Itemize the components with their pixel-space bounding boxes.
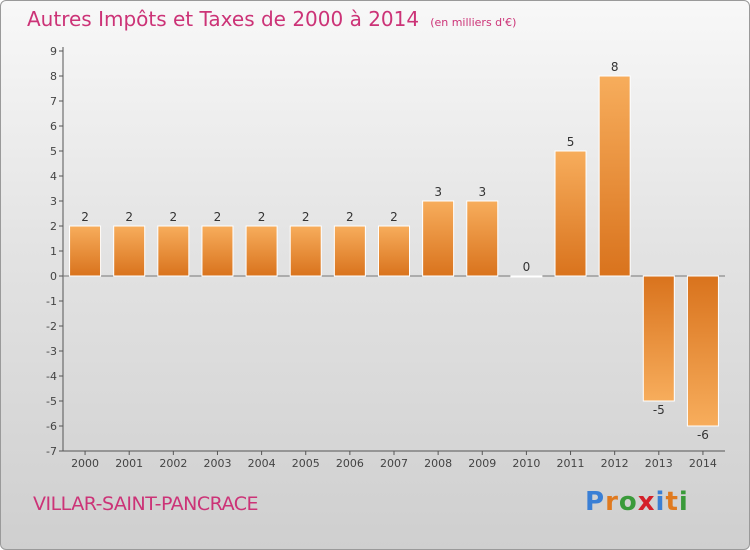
- bar-2004: [245, 225, 278, 277]
- y-tick-label: -3: [46, 345, 57, 358]
- x-tick-label: 2011: [557, 457, 585, 470]
- value-label-2011: 5: [567, 135, 575, 149]
- value-label-2008: 3: [434, 185, 442, 199]
- chart-title: Autres Impôts et Taxes de 2000 à 2014 (e…: [27, 7, 516, 31]
- bar-2001: [113, 225, 146, 277]
- value-label-2004: 2: [258, 210, 266, 224]
- commune-name: VILLAR-SAINT-PANCRACE: [33, 493, 259, 515]
- bar-2008: [422, 200, 455, 277]
- y-tick-label: -4: [46, 370, 57, 383]
- x-tick-label: 2006: [336, 457, 364, 470]
- value-label-2005: 2: [302, 210, 310, 224]
- bar-2003: [201, 225, 234, 277]
- y-tick-label: 8: [50, 70, 57, 83]
- bar-2002: [157, 225, 190, 277]
- logo-letter: i: [678, 487, 689, 517]
- bar-2013: [642, 275, 675, 402]
- x-tick-label: 2013: [645, 457, 673, 470]
- y-tick-label: -2: [46, 320, 57, 333]
- value-label-2009: 3: [478, 185, 486, 199]
- value-label-2002: 2: [170, 210, 178, 224]
- chart-labels: 2 2 2 2 2 2 2 2 3 3 0 5 8 -5 -6: [81, 60, 709, 442]
- value-label-2014: -6: [697, 428, 709, 442]
- value-label-2012: 8: [611, 60, 619, 74]
- x-tick-label: 2009: [468, 457, 496, 470]
- y-tick-label: 5: [50, 145, 57, 158]
- value-label-2001: 2: [125, 210, 133, 224]
- bar-2005: [289, 225, 322, 277]
- x-tick-label: 2007: [380, 457, 408, 470]
- logo-letter: x: [637, 487, 656, 517]
- logo-letter: r: [605, 487, 619, 517]
- y-tick-label: -6: [46, 420, 57, 433]
- y-tick-label: 4: [50, 170, 57, 183]
- x-tick-label: 2005: [292, 457, 320, 470]
- chart-bars: [69, 75, 719, 427]
- y-tick-label: 9: [50, 45, 57, 58]
- value-label-2000: 2: [81, 210, 89, 224]
- logo-letter: t: [665, 487, 679, 517]
- bar-2000: [69, 225, 102, 277]
- value-label-2003: 2: [214, 210, 222, 224]
- value-label-2007: 2: [390, 210, 398, 224]
- y-tick-label: -5: [46, 395, 57, 408]
- chart-title-text: Autres Impôts et Taxes de 2000 à 2014: [27, 7, 420, 31]
- chart-unit-note: (en milliers d'€): [430, 16, 517, 29]
- bar-2006: [333, 225, 366, 277]
- y-tick-label: 1: [50, 245, 57, 258]
- bar-2012: [598, 75, 631, 277]
- x-tick-label: 2001: [115, 457, 143, 470]
- y-tick-label: 3: [50, 195, 57, 208]
- logo-letter: o: [618, 487, 638, 517]
- value-label-2010: 0: [523, 260, 531, 274]
- y-tick-label: 6: [50, 120, 57, 133]
- bar-2011: [554, 150, 587, 277]
- x-tick-label: 2004: [248, 457, 276, 470]
- proxiti-logo: Proxiti: [585, 487, 689, 517]
- x-tick-label: 2012: [601, 457, 629, 470]
- bar-2014: [686, 275, 719, 427]
- bar-2009: [466, 200, 499, 277]
- x-tick-label: 2003: [203, 457, 231, 470]
- y-tick-label: 0: [50, 270, 57, 283]
- y-tick-label: 2: [50, 220, 57, 233]
- y-tick-label: -7: [46, 445, 57, 458]
- x-tick-label: 2014: [689, 457, 717, 470]
- chart-axes: -7 -6 -5 -4 -3 -2 -1 0 1 2 3 4 5 6 7 8 9 2000 2001 2002 2003…: [46, 45, 725, 470]
- x-tick-label: 2010: [512, 457, 540, 470]
- value-label-2013: -5: [653, 403, 665, 417]
- value-label-2006: 2: [346, 210, 354, 224]
- x-tick-label: 2008: [424, 457, 452, 470]
- logo-letter: P: [585, 487, 606, 517]
- x-tick-label: 2002: [159, 457, 187, 470]
- bar-2010: [510, 275, 543, 278]
- y-tick-label: 7: [50, 95, 57, 108]
- bar-2007: [378, 225, 410, 277]
- logo-letter: i: [655, 487, 666, 517]
- x-tick-label: 2000: [71, 457, 99, 470]
- y-tick-label: -1: [46, 295, 57, 308]
